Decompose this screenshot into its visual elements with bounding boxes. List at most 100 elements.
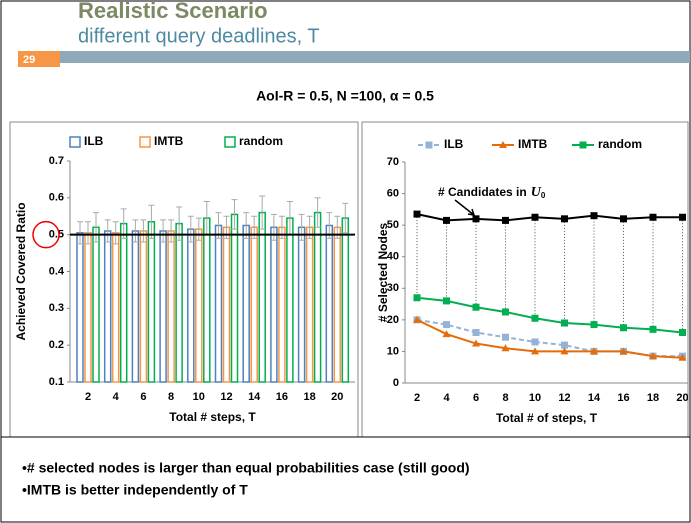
bar <box>222 226 231 383</box>
marker <box>678 353 687 361</box>
marker <box>413 315 421 323</box>
caption: AoI-R = 0.5, N =100, α = 0.5 <box>256 88 434 104</box>
marker <box>560 347 569 355</box>
x-tick-label: 16 <box>617 392 629 404</box>
marker <box>679 328 686 336</box>
annotation-text: # Candidates in <box>438 185 527 199</box>
bar <box>341 217 350 383</box>
bar <box>313 211 322 383</box>
error-bar <box>298 213 305 241</box>
marker <box>649 213 657 221</box>
chart-frame <box>9 121 359 438</box>
x-tick-label: 8 <box>502 392 508 404</box>
marker <box>561 319 568 327</box>
marker <box>502 333 509 341</box>
bar <box>119 222 128 383</box>
y-tick-label: 0.1 <box>49 376 64 388</box>
bar <box>214 224 223 383</box>
legend-label: IMTB <box>154 134 184 148</box>
legend-label: random <box>239 134 283 148</box>
x-tick-label: 2 <box>85 391 91 403</box>
error-bar <box>85 221 91 245</box>
legend-swatch <box>139 136 151 148</box>
x-tick-label: 10 <box>529 392 541 404</box>
x-tick-label: 8 <box>168 391 174 403</box>
x-tick-label: 16 <box>276 391 288 403</box>
slide-title: Realistic Scenario <box>78 0 268 23</box>
error-bar <box>148 204 155 239</box>
marker <box>472 328 480 336</box>
legend-swatch <box>224 136 236 148</box>
marker <box>619 347 628 355</box>
marker <box>620 215 627 223</box>
x-axis-label: Total # steps, T <box>169 410 256 424</box>
marker <box>443 216 450 224</box>
x-tick-label: 14 <box>588 392 601 404</box>
bar <box>187 228 195 383</box>
bar <box>131 230 140 383</box>
chart-right: 0 10 20 30 40 50 60 70 2 4 6 8 10 12 14 16 18 20 Total # o… <box>376 137 688 425</box>
y-tick-label: 20 <box>387 314 399 326</box>
error-bar <box>93 212 99 243</box>
error-bar <box>160 219 167 243</box>
marker <box>590 347 598 355</box>
bar <box>270 226 278 383</box>
bar <box>278 226 286 383</box>
marker <box>442 330 451 338</box>
marker <box>590 321 598 329</box>
marker <box>561 215 568 223</box>
marker <box>472 303 480 311</box>
x-tick-label: 6 <box>473 392 479 404</box>
marker <box>531 338 539 346</box>
x-tick-label: 18 <box>303 391 315 403</box>
x-tick-label: 20 <box>676 392 688 404</box>
bar <box>258 211 266 383</box>
error-bar <box>77 221 83 245</box>
bar <box>167 230 175 383</box>
annotation: # Candidates in U0 <box>438 185 546 200</box>
bar <box>92 226 100 383</box>
bar <box>195 228 203 383</box>
x-tick-label: 18 <box>647 392 659 404</box>
x-tick-label: 20 <box>331 391 343 403</box>
bullet: •# selected nodes is larger than equal p… <box>22 460 470 476</box>
y-tick-label: 30 <box>387 282 399 294</box>
bar <box>175 222 183 383</box>
marker <box>502 308 509 316</box>
marker <box>649 325 657 333</box>
y-tick-label: 50 <box>387 219 399 231</box>
marker <box>620 324 627 332</box>
error-bar <box>342 202 349 234</box>
legend-label: random <box>598 137 642 151</box>
bar <box>325 224 334 383</box>
y-tick-label: 0.5 <box>49 229 64 241</box>
error-bar <box>168 219 175 243</box>
marker <box>679 213 686 221</box>
marker <box>649 352 657 360</box>
y-tick-label: 0.7 <box>49 155 64 167</box>
bar <box>139 230 148 383</box>
bar <box>111 232 120 383</box>
y-tick-label: 40 <box>387 251 399 263</box>
marker <box>579 141 587 149</box>
marker <box>443 297 450 305</box>
y-axis-label: # Selected Nodes <box>376 222 390 322</box>
bar <box>333 226 342 383</box>
y-tick-label: 70 <box>387 156 399 168</box>
marker <box>531 213 539 221</box>
x-tick-label: 12 <box>558 392 570 404</box>
error-bar <box>120 208 127 239</box>
marker <box>425 141 433 149</box>
bullet: •IMTB is better independently of T <box>22 482 248 498</box>
bar <box>84 232 92 383</box>
legend-label: IMTB <box>518 137 548 151</box>
y-axis-label: Achieved Covered Ratio <box>14 202 28 340</box>
marker <box>502 216 509 224</box>
x-tick-label: 4 <box>443 392 450 404</box>
bar <box>305 226 314 383</box>
bar <box>147 221 156 383</box>
highlight-circle <box>32 220 60 249</box>
marker <box>531 314 539 322</box>
slide-number-box <box>18 51 60 67</box>
